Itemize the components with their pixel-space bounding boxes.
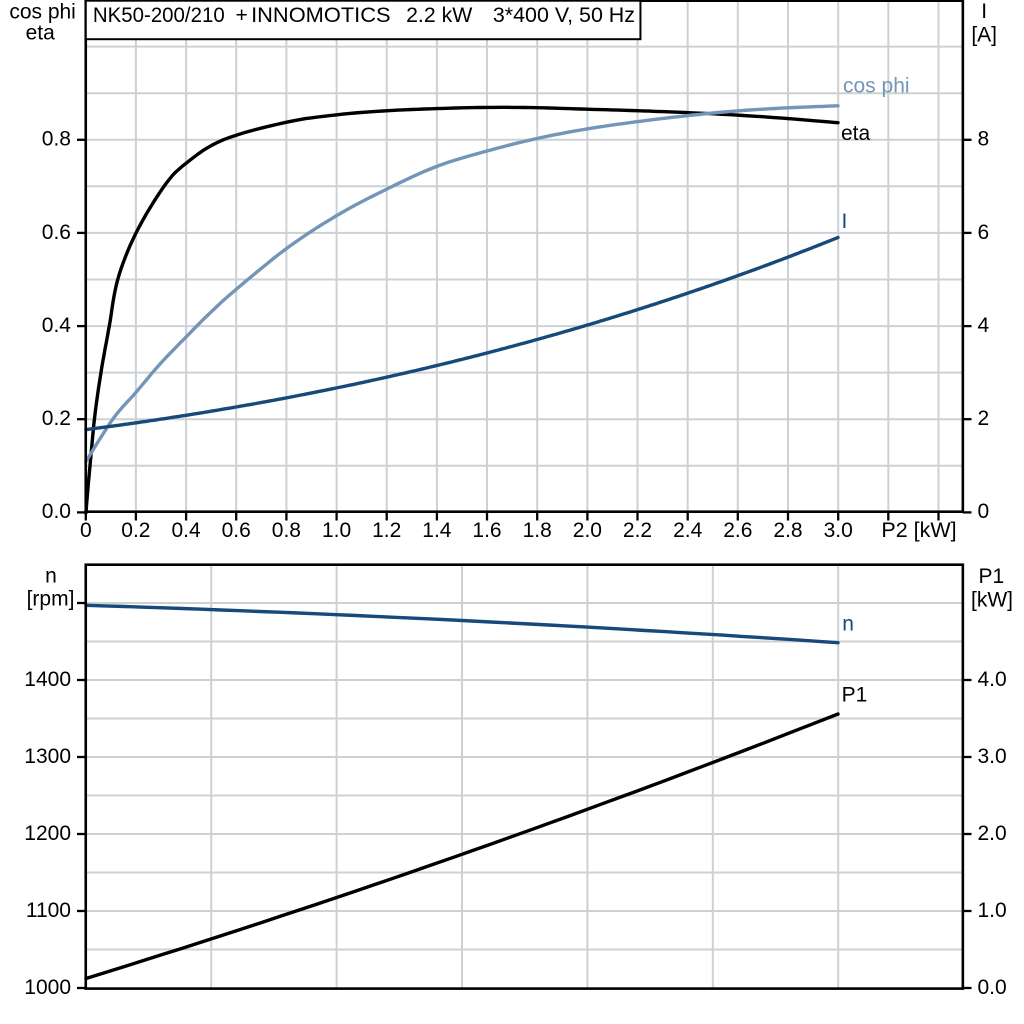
svg-text:2: 2	[978, 407, 990, 430]
svg-text:2.2 kW: 2.2 kW	[406, 4, 472, 27]
svg-text:I: I	[981, 0, 987, 23]
svg-text:0.0: 0.0	[42, 500, 71, 523]
svg-text:eta: eta	[26, 21, 56, 44]
svg-text:[kW]: [kW]	[971, 589, 1013, 612]
svg-text:P2 [kW]: P2 [kW]	[881, 519, 956, 542]
svg-text:1000: 1000	[24, 976, 71, 999]
svg-text:n: n	[842, 612, 854, 635]
svg-text:0.6: 0.6	[42, 221, 71, 244]
svg-text:1300: 1300	[24, 745, 71, 768]
svg-text:0: 0	[978, 500, 990, 523]
svg-text:0: 0	[80, 519, 92, 542]
svg-text:2.4: 2.4	[673, 519, 703, 542]
svg-text:2.6: 2.6	[723, 519, 752, 542]
svg-text:0.2: 0.2	[42, 407, 71, 430]
svg-text:cos phi: cos phi	[843, 75, 910, 98]
svg-text:0.2: 0.2	[121, 519, 150, 542]
svg-text:1.6: 1.6	[472, 519, 501, 542]
svg-text:1.2: 1.2	[372, 519, 401, 542]
svg-text:3.0: 3.0	[978, 745, 1007, 768]
svg-text:cos phi: cos phi	[9, 0, 76, 23]
svg-text:0.4: 0.4	[42, 314, 72, 337]
svg-text:0.8: 0.8	[42, 128, 71, 151]
svg-text:1.4: 1.4	[422, 519, 452, 542]
svg-text:0.4: 0.4	[171, 519, 201, 542]
svg-text:3*400 V, 50 Hz: 3*400 V, 50 Hz	[493, 4, 635, 27]
svg-text:0.6: 0.6	[222, 519, 251, 542]
svg-text:[A]: [A]	[971, 24, 997, 47]
svg-text:I: I	[842, 210, 848, 233]
svg-text:0.8: 0.8	[272, 519, 301, 542]
svg-text:1.8: 1.8	[523, 519, 552, 542]
svg-text:P1: P1	[979, 565, 1005, 588]
svg-text:1.0: 1.0	[322, 519, 351, 542]
svg-text:4: 4	[978, 314, 990, 337]
svg-text:6: 6	[978, 221, 990, 244]
svg-text:1200: 1200	[24, 822, 71, 845]
svg-text:NK50-200/210: NK50-200/210	[93, 4, 225, 27]
svg-text:+: +	[236, 4, 248, 27]
svg-text:3.0: 3.0	[824, 519, 853, 542]
svg-text:0.0: 0.0	[978, 976, 1007, 999]
svg-text:4.0: 4.0	[978, 668, 1007, 691]
svg-text:1400: 1400	[24, 668, 71, 691]
svg-text:[rpm]: [rpm]	[27, 587, 75, 610]
svg-text:2.0: 2.0	[978, 822, 1007, 845]
svg-text:P1: P1	[842, 684, 868, 707]
svg-text:n: n	[45, 565, 57, 588]
svg-text:2.2: 2.2	[623, 519, 652, 542]
svg-text:eta: eta	[841, 122, 871, 145]
svg-text:2.8: 2.8	[773, 519, 802, 542]
svg-text:1100: 1100	[26, 899, 71, 922]
svg-text:1.0: 1.0	[978, 899, 1007, 922]
svg-text:8: 8	[978, 128, 990, 151]
svg-text:INNOMOTICS: INNOMOTICS	[251, 4, 391, 27]
svg-text:2.0: 2.0	[573, 519, 602, 542]
